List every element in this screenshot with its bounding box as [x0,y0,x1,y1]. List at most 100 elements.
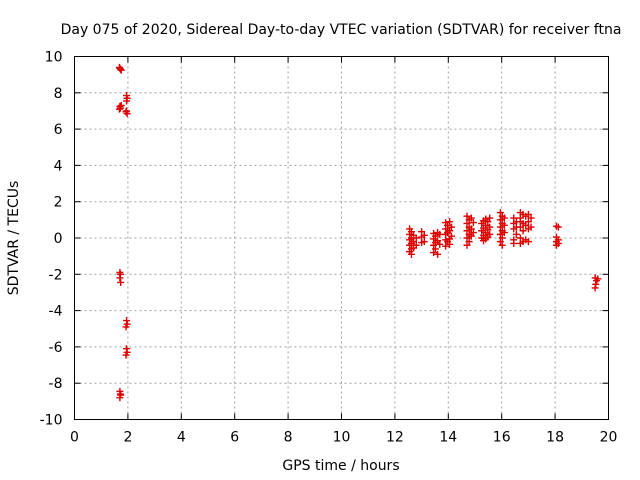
data-point [500,214,508,222]
data-point [500,221,508,229]
data-point [591,284,599,292]
data-point [434,250,442,258]
data-point [527,214,535,222]
data-point [463,227,471,235]
data-point [524,210,532,218]
data-point [496,230,504,238]
y-tick-label: -4 [49,304,63,320]
data-point [463,219,471,227]
data-point [486,223,494,231]
data-point [554,223,562,231]
data-point [463,234,471,242]
data-point [467,232,475,240]
grid-lines [74,56,609,420]
data-point [486,230,494,238]
x-tick-label: 12 [386,430,404,446]
y-tick-label: 10 [45,50,63,66]
data-point [522,221,530,229]
plot-frame [74,56,609,420]
data-point [442,242,450,250]
data-point [412,234,420,242]
data-point [498,241,506,249]
data-point [463,212,471,220]
data-point [594,275,602,283]
x-axis-label: GPS time / hours [282,458,399,474]
data-point [469,219,477,227]
data-point [498,234,506,242]
data-point [117,278,125,286]
data-point [448,232,456,240]
data-point [117,391,125,399]
data-point [516,223,524,231]
data-point [484,218,492,226]
x-tick-label: 8 [284,430,293,446]
data-point [434,237,442,245]
data-point [115,105,123,113]
data-point [122,323,130,331]
x-tick-label: 10 [333,430,351,446]
data-point [512,230,520,238]
data-point [463,241,471,249]
data-point [500,229,508,237]
y-tick-label: 8 [54,86,63,102]
data-point [443,221,451,229]
y-tick-label: 0 [54,231,63,247]
data-point [496,216,504,224]
chart-title: Day 075 of 2020, Sidereal Day-to-day VTE… [61,22,622,38]
data-point [446,240,454,248]
data-point [446,227,454,235]
y-tick-label: -8 [49,376,63,392]
data-point [407,250,415,258]
x-tick-label: 0 [70,430,79,446]
data-point [436,230,444,238]
data-point [123,97,131,105]
data-point [496,223,504,231]
data-point [431,232,439,240]
x-tick-label: 14 [439,430,457,446]
data-point [448,223,456,231]
data-point [116,274,124,282]
data-point [496,209,504,217]
x-tick-label: 20 [600,430,618,446]
x-tick-label: 16 [493,430,511,446]
data-point [524,218,532,226]
y-tick-label: 4 [54,158,63,174]
y-tick-label: -6 [49,340,63,356]
data-point [467,225,475,233]
y-tick-label: 2 [54,195,63,211]
data-point [510,239,518,247]
data-point [436,240,444,248]
data-point [407,228,415,236]
y-tick-label: -2 [49,267,63,283]
data-point [469,229,477,237]
data-point [410,238,418,246]
data-point [123,107,131,115]
data-point [486,214,494,222]
data-point [446,218,454,226]
data-point [467,214,475,222]
data-point [420,238,428,246]
data-point [554,239,562,247]
x-tick-label: 18 [546,430,564,446]
data-point [117,102,125,110]
data-point [519,227,527,235]
data-point [524,238,532,246]
x-tick-label: 4 [177,430,186,446]
data-point [115,63,123,71]
data-point [122,351,130,359]
x-tick-label: 2 [123,430,132,446]
y-tick-label: -10 [40,413,63,429]
data-point [527,223,535,231]
data-point [412,241,420,249]
data-point [431,245,439,253]
data-point [430,249,438,257]
data-point [420,231,428,239]
data-points [115,63,602,402]
data-point [482,221,490,229]
x-tick-label: 6 [230,430,239,446]
data-point [465,238,473,246]
data-point [496,238,504,246]
